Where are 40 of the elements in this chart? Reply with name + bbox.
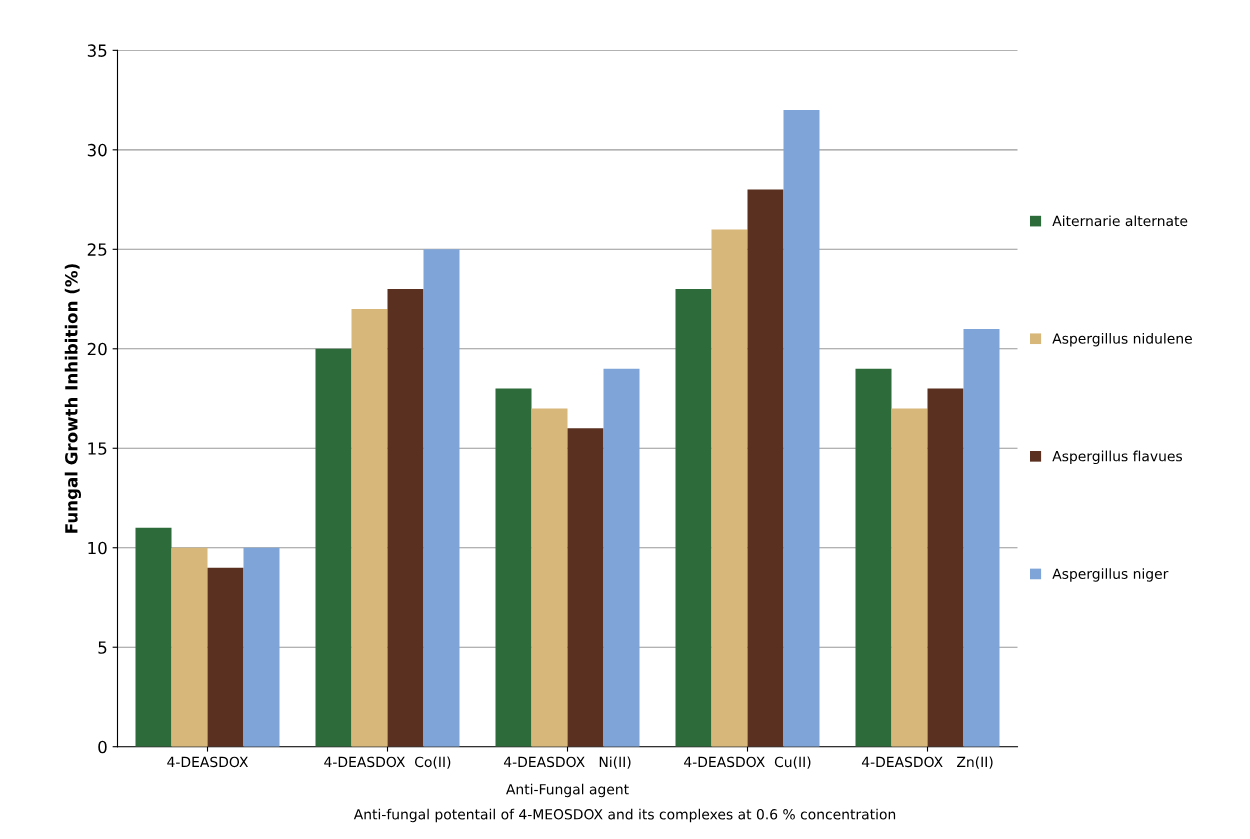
legend-label: Aspergillus flavues — [1052, 450, 1183, 465]
bar — [495, 388, 532, 747]
bar — [243, 547, 280, 747]
bar — [423, 249, 460, 747]
y-tick-label: 5 — [98, 641, 107, 654]
bar — [963, 328, 1000, 747]
y-tick-label: 0 — [98, 740, 107, 754]
bar — [927, 388, 964, 747]
x-tick-label: 4-DEASDOX Ni(II) — [503, 756, 631, 769]
bar — [135, 527, 172, 747]
bar — [747, 189, 784, 747]
y-tick-label: 25 — [87, 243, 107, 256]
y-tick-label: 15 — [88, 442, 107, 455]
bar — [675, 289, 712, 747]
text: Anti-fungal potentail of 4-MEOSDOX and its complexes at 0.6 % concentration — [353, 808, 896, 823]
bar — [171, 547, 208, 747]
bar — [387, 289, 424, 747]
x-tick-label: 4-DEASDOX — [167, 756, 249, 768]
x-axis-title: Anti-Fungal agent — [506, 783, 629, 798]
bar — [855, 368, 892, 747]
bar — [783, 110, 820, 747]
legend-label: Aspergillus niger — [1052, 568, 1169, 582]
bar — [351, 308, 388, 747]
legend-label: Aspergillus nidulene — [1052, 333, 1192, 347]
x-tick-label: 4-DEASDOX Cu(II) — [684, 756, 811, 769]
x-tick-label: 4-DEASDOX Zn(II) — [861, 756, 993, 769]
bar — [603, 368, 640, 747]
x-tick-label: 4-DEASDOX Co(II) — [324, 756, 451, 769]
y-tick-label: 30 — [87, 143, 107, 157]
bar — [207, 567, 244, 747]
legend-label: Aiternarie alternate — [1052, 215, 1188, 227]
bar — [315, 348, 352, 747]
y-tick-label: 10 — [88, 541, 107, 555]
bar — [711, 229, 748, 747]
y-axis-title: Fungal Growth Inhibition (%) — [64, 264, 82, 533]
y-tick-label: 20 — [87, 342, 107, 356]
bar — [891, 408, 928, 747]
y-tick-label: 35 — [87, 44, 107, 57]
bar — [567, 428, 604, 747]
bar — [531, 408, 568, 747]
